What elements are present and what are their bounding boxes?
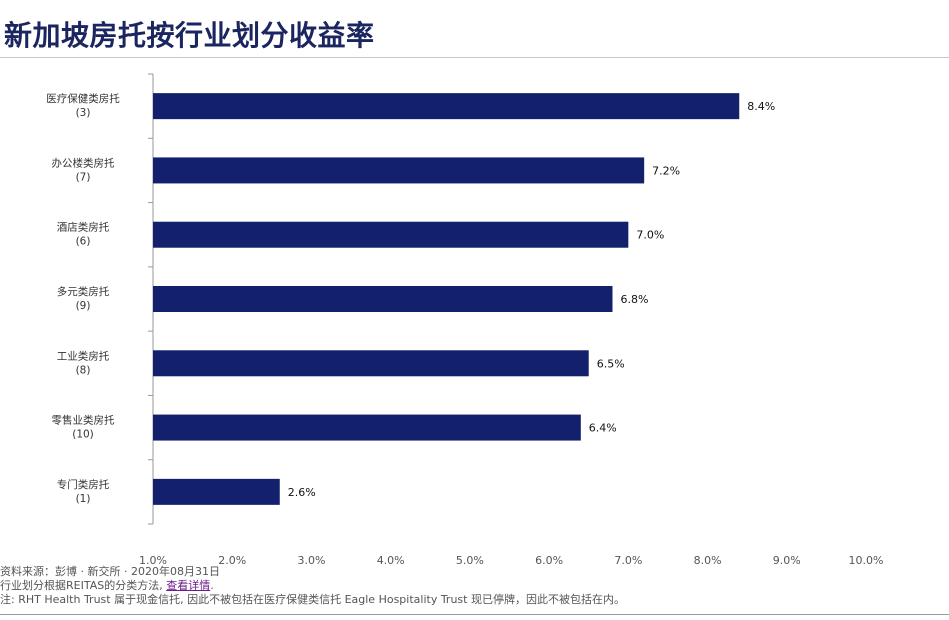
bar [153, 286, 613, 312]
x-tick-label: 10.0% [849, 554, 884, 567]
chart-notes: 资料来源：彭博 · 新交所 · 2020年08月31日 行业划分根据REITAS… [0, 565, 949, 607]
x-tick-label: 2.0% [218, 554, 246, 567]
title-divider [0, 57, 949, 58]
details-link[interactable]: 查看详情 [166, 579, 211, 592]
page-title: 新加坡房托按行业划分收益率 [4, 19, 375, 52]
x-tick-label: 4.0% [377, 554, 405, 567]
bar [153, 221, 629, 248]
x-tick-label: 5.0% [456, 554, 484, 567]
category-label: 办公楼类房托 [52, 156, 115, 169]
data-label: 2.6% [288, 486, 316, 499]
category-label: 零售业类房托 [52, 414, 115, 427]
x-tick-label: 8.0% [694, 554, 722, 567]
data-label: 6.5% [597, 357, 625, 370]
bar [153, 478, 280, 505]
method-note: 行业划分根据REITAS的分类方法, 查看详情. [0, 579, 949, 593]
x-tick-label: 7.0% [614, 554, 642, 567]
footnote: 注: RHT Health Trust 属于现金信托, 因此不被包括在医疗保健类… [0, 593, 625, 606]
category-count: (6) [76, 236, 91, 248]
bar [153, 350, 589, 377]
data-label: 6.8% [620, 293, 648, 306]
bar [153, 93, 740, 120]
category-count: (7) [76, 171, 91, 183]
data-label: 6.4% [589, 422, 617, 435]
category-count: (1) [76, 493, 91, 505]
yield-bar-chart: 医疗保健类房托 (3) 8.4% 办公楼类房托 (7) 7.2% 酒店类房托 (6) 7.0% 多… [46, 73, 884, 567]
x-tick-label: 6.0% [535, 554, 563, 567]
data-label: 7.2% [652, 164, 680, 177]
category-label: 专门类房托 [57, 478, 110, 491]
x-tick-label: 1.0% [139, 554, 167, 567]
category-label: 多元类房托 [57, 285, 110, 298]
method-note-end: . [210, 579, 214, 592]
category-count: (8) [76, 364, 91, 376]
category-label: 医疗保健类房托 [46, 92, 120, 105]
x-tick-label: 3.0% [297, 554, 325, 567]
bar [153, 414, 581, 441]
method-note-text: 行业划分根据REITAS的分类方法, [0, 579, 167, 592]
data-label: 7.0% [636, 229, 664, 242]
category-label: 酒店类房托 [57, 221, 110, 234]
x-tick-label: 9.0% [773, 554, 801, 567]
category-count: (3) [76, 107, 91, 119]
category-count: (10) [72, 429, 94, 441]
bar [153, 157, 645, 184]
source-note: 资料来源：彭博 · 新交所 · 2020年08月31日 [0, 565, 220, 578]
category-label: 工业类房托 [57, 349, 110, 362]
category-count: (9) [76, 300, 91, 312]
bottom-divider [0, 614, 949, 615]
data-label: 8.4% [747, 100, 775, 113]
